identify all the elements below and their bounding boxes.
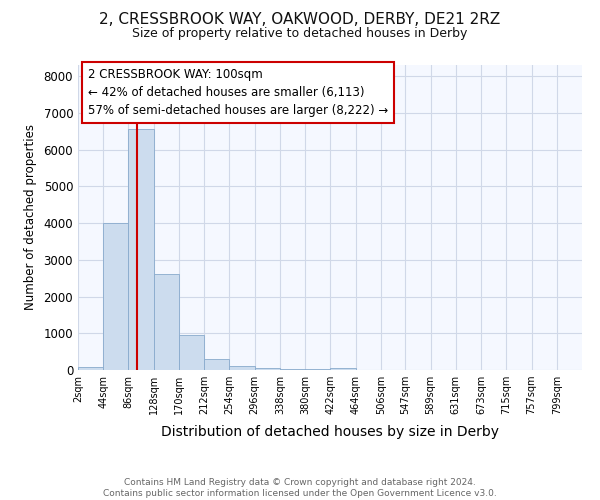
X-axis label: Distribution of detached houses by size in Derby: Distribution of detached houses by size … [161, 426, 499, 440]
Bar [331, 368, 356, 370]
Bar [229, 366, 254, 370]
Y-axis label: Number of detached properties: Number of detached properties [23, 124, 37, 310]
Bar [103, 223, 128, 370]
Bar [179, 335, 204, 370]
Text: Contains HM Land Registry data © Crown copyright and database right 2024.
Contai: Contains HM Land Registry data © Crown c… [103, 478, 497, 498]
Bar [204, 359, 229, 370]
Bar [78, 367, 103, 370]
Text: Size of property relative to detached houses in Derby: Size of property relative to detached ho… [133, 28, 467, 40]
Text: 2 CRESSBROOK WAY: 100sqm
← 42% of detached houses are smaller (6,113)
57% of sem: 2 CRESSBROOK WAY: 100sqm ← 42% of detach… [88, 68, 388, 117]
Bar [154, 274, 179, 370]
Bar [280, 369, 305, 370]
Bar [128, 130, 154, 370]
Bar [254, 368, 280, 370]
Text: 2, CRESSBROOK WAY, OAKWOOD, DERBY, DE21 2RZ: 2, CRESSBROOK WAY, OAKWOOD, DERBY, DE21 … [100, 12, 500, 28]
